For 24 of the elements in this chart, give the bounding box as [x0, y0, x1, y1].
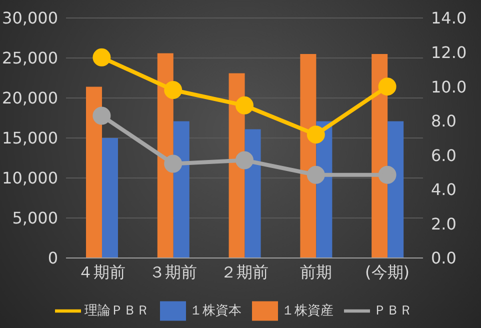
- legend-label: 理論ＰＢＲ: [84, 304, 150, 319]
- y-tick-label: 15,000: [2, 128, 58, 148]
- y2-tick-label: 10.0: [431, 77, 467, 96]
- y-tick-label: 0: [48, 248, 58, 268]
- legend-label: １株資産: [282, 304, 334, 319]
- y2-tick-label: 4.0: [431, 180, 456, 200]
- y2-tick-label: 8.0: [431, 112, 456, 131]
- y2-tick-label: 2.0: [431, 214, 456, 234]
- y2-tick-label: 6.0: [431, 146, 456, 165]
- y-tick-label: 5,000: [12, 208, 58, 228]
- y-tick-label: 20,000: [2, 88, 58, 108]
- y-tick-label: 10,000: [2, 168, 58, 188]
- y2-tick-label: 14.0: [431, 8, 467, 28]
- y2-tick-label: 12.0: [431, 42, 467, 62]
- x-tick-label: (今期): [365, 262, 410, 282]
- x-tick-label: 前期: [300, 262, 332, 282]
- y-tick-label: 30,000: [2, 8, 58, 28]
- y-tick-label: 25,000: [2, 48, 58, 68]
- legend-label: ＰＢＲ: [374, 304, 412, 319]
- x-tick-label: ４期前: [78, 262, 126, 282]
- x-tick-label: ２期前: [220, 262, 268, 282]
- y2-tick-label: 0.0: [431, 248, 456, 268]
- legend-label: １株資本: [190, 304, 242, 319]
- x-tick-label: ３期前: [149, 262, 198, 282]
